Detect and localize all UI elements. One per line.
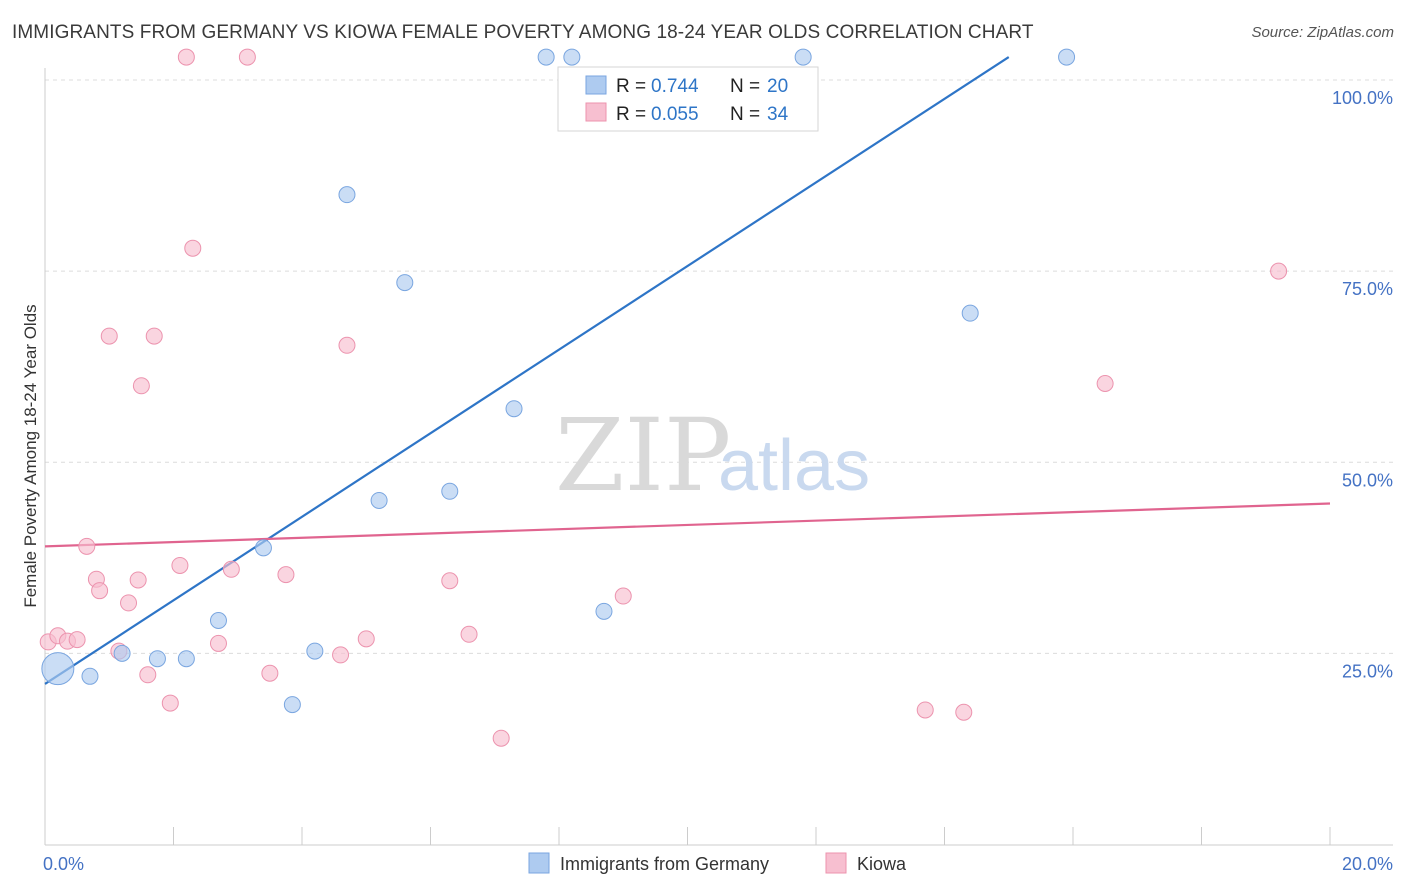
kiowa-point xyxy=(101,328,117,344)
kiowa-point xyxy=(615,588,631,604)
kiowa-point xyxy=(69,632,85,648)
kiowa-point xyxy=(223,561,239,577)
y-tick-label-25: 25.0% xyxy=(1342,661,1393,681)
chart-area: ZIP atlas 25.0% 50.0% 75.0% 100.0% 0.0% 20.0%… xyxy=(0,0,1406,892)
kiowa-point xyxy=(130,572,146,588)
kiowa-point xyxy=(79,538,95,554)
y-tick-label-75: 75.0% xyxy=(1342,279,1393,299)
kiowa-point xyxy=(210,635,226,651)
y-tick-label-100: 100.0% xyxy=(1332,88,1393,108)
germany-point xyxy=(114,645,130,661)
legend-n-label-germany: N = xyxy=(730,76,760,97)
germany-point xyxy=(564,49,580,65)
germany-point xyxy=(1059,49,1075,65)
kiowa-point xyxy=(1271,263,1287,279)
kiowa-point xyxy=(121,595,137,611)
kiowa-point xyxy=(146,328,162,344)
legend-r-value-germany: 0.744 xyxy=(651,76,699,97)
trend-line-germany xyxy=(45,57,1009,684)
series-legend-swatch-kiowa xyxy=(826,853,846,873)
y-axis-label: Female Poverty Among 18-24 Year Olds xyxy=(21,304,40,607)
kiowa-point xyxy=(917,702,933,718)
kiowa-point xyxy=(133,378,149,394)
kiowa-point xyxy=(493,730,509,746)
kiowa-point xyxy=(185,240,201,256)
kiowa-point xyxy=(442,573,458,589)
germany-point xyxy=(442,483,458,499)
germany-point xyxy=(962,305,978,321)
legend-r-label-kiowa: R = xyxy=(616,104,646,125)
legend-swatch-germany xyxy=(586,76,606,94)
kiowa-point xyxy=(262,665,278,681)
series-legend: Immigrants from Germany Kiowa xyxy=(529,853,907,874)
germany-point xyxy=(397,275,413,291)
kiowa-point xyxy=(333,647,349,663)
germany-point xyxy=(255,540,271,556)
germany-point xyxy=(506,401,522,417)
germany-point xyxy=(795,49,811,65)
kiowa-point xyxy=(278,567,294,583)
germany-point xyxy=(42,653,74,685)
germany-point xyxy=(210,613,226,629)
germany-point xyxy=(284,697,300,713)
germany-point xyxy=(178,651,194,667)
series-legend-label-germany: Immigrants from Germany xyxy=(560,854,769,874)
kiowa-point xyxy=(239,49,255,65)
germany-point xyxy=(82,668,98,684)
stats-legend: R = 0.744 N = 20 R = 0.055 N = 34 xyxy=(558,67,818,131)
kiowa-point xyxy=(92,583,108,599)
kiowa-point xyxy=(178,49,194,65)
legend-swatch-kiowa xyxy=(586,103,606,121)
watermark-zip: ZIP xyxy=(555,397,731,514)
watermark-atlas: atlas xyxy=(718,426,870,506)
germany-point xyxy=(596,603,612,619)
kiowa-point xyxy=(172,557,188,573)
trend-lines xyxy=(45,57,1330,684)
kiowa-point xyxy=(140,667,156,683)
legend-n-label-kiowa: N = xyxy=(730,104,760,125)
x-tick-label-20: 20.0% xyxy=(1342,854,1393,874)
germany-point xyxy=(149,651,165,667)
kiowa-point xyxy=(339,337,355,353)
legend-n-value-kiowa: 34 xyxy=(767,104,789,125)
legend-n-value-germany: 20 xyxy=(767,76,788,97)
kiowa-point xyxy=(461,626,477,642)
y-tick-label-50: 50.0% xyxy=(1342,470,1393,490)
kiowa-point xyxy=(358,631,374,647)
series-legend-label-kiowa: Kiowa xyxy=(857,854,907,874)
watermark: ZIP atlas xyxy=(555,397,870,514)
series-legend-swatch-germany xyxy=(529,853,549,873)
germany-point xyxy=(307,643,323,659)
legend-r-value-kiowa: 0.055 xyxy=(651,104,699,125)
kiowa-point xyxy=(956,704,972,720)
gridlines xyxy=(45,80,1393,653)
kiowa-point xyxy=(162,695,178,711)
germany-point xyxy=(538,49,554,65)
germany-point xyxy=(371,492,387,508)
x-tick-label-0: 0.0% xyxy=(43,854,84,874)
legend-r-label-germany: R = xyxy=(616,76,646,97)
germany-point xyxy=(339,187,355,203)
kiowa-point xyxy=(1097,376,1113,392)
